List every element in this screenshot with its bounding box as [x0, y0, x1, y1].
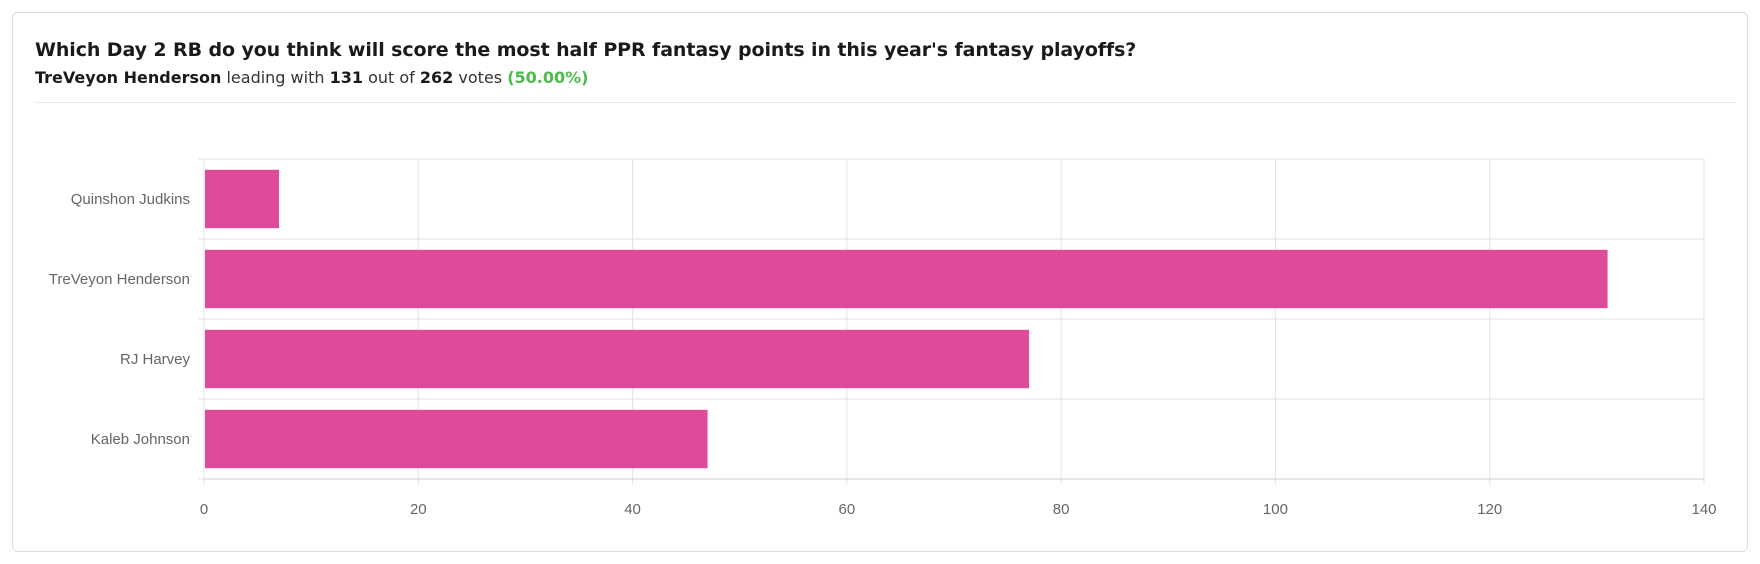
x-tick-label: 80: [1053, 501, 1070, 518]
votes-word: votes: [458, 68, 503, 87]
bar: [205, 249, 1608, 309]
category-label: Quinshon Judkins: [71, 191, 190, 208]
leader-name: TreVeyon Henderson: [35, 68, 222, 87]
out-of-text: out of: [368, 68, 415, 87]
x-tick-label: 140: [1691, 501, 1716, 518]
x-tick-label: 60: [839, 501, 856, 518]
total-votes: 262: [419, 68, 454, 87]
bar: [205, 409, 708, 469]
header-divider: [35, 102, 1735, 103]
leader-percent: (50.00%): [507, 68, 589, 87]
bar: [205, 329, 1029, 389]
x-tick-label: 40: [624, 501, 641, 518]
poll-header: Which Day 2 RB do you think will score t…: [35, 37, 1725, 89]
bar: [205, 169, 279, 229]
category-label: Kaleb Johnson: [91, 431, 190, 448]
leading-text: leading with: [226, 68, 325, 87]
category-label: TreVeyon Henderson: [49, 271, 190, 288]
x-tick-label: 120: [1477, 501, 1502, 518]
x-tick-label: 0: [200, 501, 208, 518]
poll-summary: TreVeyon Henderson leading with 131 out …: [35, 67, 1725, 89]
leader-votes: 131: [329, 68, 363, 87]
poll-question: Which Day 2 RB do you think will score t…: [35, 39, 1137, 61]
x-tick-label: 20: [410, 501, 427, 518]
x-tick-label: 100: [1263, 501, 1288, 518]
category-label: RJ Harvey: [120, 351, 191, 368]
